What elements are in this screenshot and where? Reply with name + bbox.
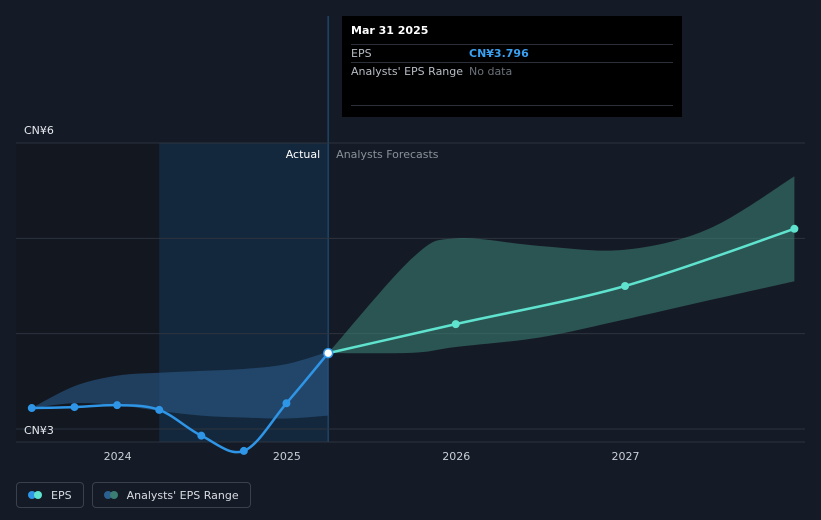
- x-tick-label: 2026: [442, 450, 470, 463]
- eps-line-forecast: [327, 227, 795, 355]
- eps-range-band-actual: [31, 351, 329, 419]
- x-axis-ticks: 2024 2025 2026 2027: [104, 450, 640, 463]
- eps-point: [282, 399, 291, 408]
- actual-section-label: Actual: [286, 148, 320, 161]
- y-axis-top-label: CN¥6: [24, 124, 54, 137]
- legend-range-button[interactable]: Analysts' EPS Range: [91, 482, 251, 508]
- range-legend-icon: [103, 491, 120, 499]
- forecast-section-label: Analysts Forecasts: [336, 148, 439, 161]
- eps-point: [451, 320, 460, 329]
- legend-eps-button[interactable]: EPS: [16, 482, 84, 508]
- tooltip-range-value: No data: [469, 65, 513, 78]
- eps-points: [27, 224, 799, 455]
- eps-point: [70, 403, 79, 412]
- x-tick-label: 2024: [104, 450, 132, 463]
- eps-point: [621, 282, 630, 290]
- eps-point: [790, 224, 799, 233]
- eps-highlight-point: [322, 347, 334, 359]
- eps-point: [27, 404, 36, 413]
- chart-labels: CN¥6 CN¥3 Actual Analysts Forecasts: [24, 124, 439, 437]
- eps-point: [239, 446, 248, 455]
- y-axis-bottom-label: CN¥3: [24, 424, 54, 437]
- eps-point: [155, 405, 164, 414]
- chart-legend: EPS Analysts' EPS Range: [16, 482, 251, 508]
- eps-range-band-forecast: [328, 176, 795, 354]
- eps-point: [113, 401, 122, 410]
- tooltip-eps-label: EPS: [351, 47, 372, 60]
- legend-eps-label: EPS: [51, 488, 72, 502]
- tooltip-eps-row: EPS CN¥3.796: [351, 44, 673, 62]
- tooltip-divider: [351, 105, 673, 106]
- grid-lines: [16, 142, 805, 443]
- period-shading: [16, 16, 329, 442]
- eps-point: [197, 431, 206, 440]
- chart-tooltip: Mar 31 2025 EPS CN¥3.796 Analysts' EPS R…: [342, 16, 682, 117]
- eps-range-bands: [31, 176, 795, 419]
- tooltip-range-row: Analysts' EPS Range No data: [351, 62, 673, 80]
- legend-range-label: Analysts' EPS Range: [126, 488, 239, 502]
- tooltip-date: Mar 31 2025: [351, 24, 429, 37]
- x-tick-label: 2025: [273, 450, 301, 463]
- x-tick-label: 2027: [612, 450, 640, 463]
- tooltip-range-label: Analysts' EPS Range: [351, 65, 464, 78]
- eps-legend-icon: [28, 491, 44, 499]
- tooltip-eps-value: CN¥3.796: [469, 47, 529, 60]
